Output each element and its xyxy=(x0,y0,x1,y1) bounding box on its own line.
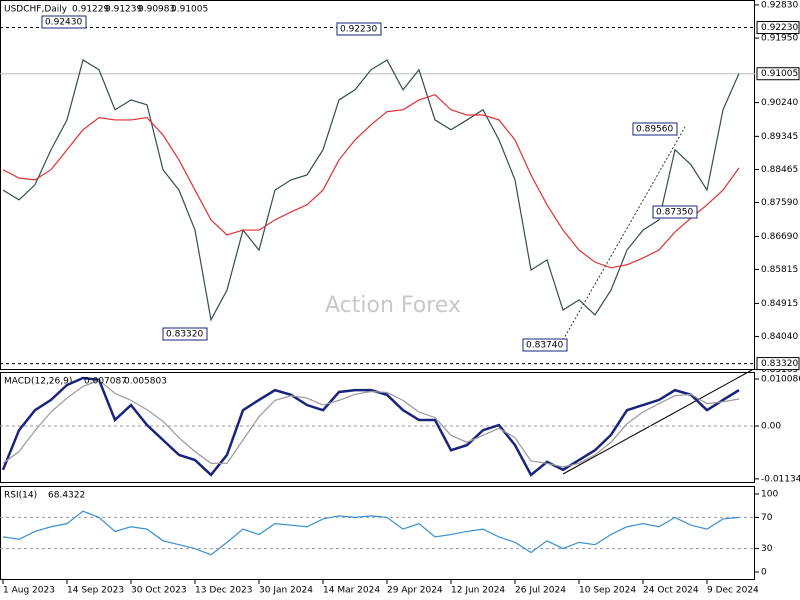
ohlc-value: 0.91005 xyxy=(171,5,208,15)
y-tick-label: 0.91950 xyxy=(761,34,798,44)
ohlc-value: 0.91229 xyxy=(72,5,109,15)
rsi-title: RSI(14) xyxy=(4,491,37,501)
annotation-label: 0.92430 xyxy=(45,18,82,28)
ohlc-value: 0.91239 xyxy=(105,5,142,15)
x-tick-label: 26 Jul 2024 xyxy=(515,586,566,596)
watermark: Action Forex xyxy=(325,293,461,318)
x-tick-label: 29 Apr 2024 xyxy=(387,586,443,596)
x-tick-label: 13 Dec 2023 xyxy=(195,586,253,596)
last-price-label: 0.91005 xyxy=(761,69,798,79)
y-tick-label: 0.87590 xyxy=(761,198,798,208)
annotation-box xyxy=(632,122,678,136)
level-box xyxy=(756,357,800,371)
annotation-box xyxy=(162,327,208,341)
y-tick-label: 0.010086 xyxy=(761,375,800,385)
annotation-box xyxy=(336,22,382,36)
series-line xyxy=(2,93,740,269)
header-value: 0.005803 xyxy=(124,377,167,387)
x-tick-label: 12 Jun 2024 xyxy=(451,586,505,596)
x-tick-label: 9 Dec 2024 xyxy=(707,586,759,596)
y-tick-label: 0.90240 xyxy=(761,98,798,108)
header-value: 0.007087 xyxy=(84,377,127,387)
rsi-panel xyxy=(0,486,755,580)
y-tick-label: 0.89345 xyxy=(761,132,798,142)
header-value: 68.4322 xyxy=(48,491,85,501)
annotation-label: 0.83740 xyxy=(526,341,563,351)
y-tick-label: 0.85815 xyxy=(761,265,798,275)
y-tick-label: 70 xyxy=(761,513,773,523)
series-line xyxy=(2,59,740,322)
ohlc-value: 0.90983 xyxy=(138,5,175,15)
annotation-label: 0.89560 xyxy=(636,125,673,135)
y-tick-label: 0.84040 xyxy=(761,332,798,342)
annotation-label: 0.92230 xyxy=(340,25,377,35)
x-tick-label: 14 Sep 2023 xyxy=(67,586,124,596)
y-tick-label: 0.88465 xyxy=(761,165,798,175)
price-title: USDCHF,Daily xyxy=(4,5,68,15)
price-panel xyxy=(0,0,755,370)
x-tick-label: 14 Mar 2024 xyxy=(323,586,380,596)
x-tick-label: 24 Oct 2024 xyxy=(643,586,699,596)
annotation-box xyxy=(652,205,698,219)
annotation-label: 0.83320 xyxy=(166,330,203,340)
macd-title: MACD(12,26,9) xyxy=(4,377,72,387)
series-line xyxy=(2,510,740,556)
y-tick-label: 0 xyxy=(761,567,767,577)
y-tick-label: 0.92830 xyxy=(761,0,798,10)
level-box xyxy=(756,21,800,35)
x-tick-label: 10 Sep 2024 xyxy=(579,586,636,596)
y-tick-label: 0.86690 xyxy=(761,232,798,242)
macd-panel xyxy=(0,372,755,483)
y-tick-label: -0.011342 xyxy=(761,474,800,484)
x-tick-label: 30 Jan 2024 xyxy=(259,586,313,596)
x-tick-label: 30 Oct 2023 xyxy=(131,586,187,596)
y-tick-label: 0.00 xyxy=(761,422,781,432)
last-price-box xyxy=(756,67,800,81)
level-label: 0.83320 xyxy=(761,359,798,369)
x-tick-label: 1 Aug 2023 xyxy=(3,586,55,596)
y-tick-label: 0.84915 xyxy=(761,299,798,309)
macd-trend-line xyxy=(562,369,753,475)
level-label: 0.92230 xyxy=(761,23,798,33)
annotation-label: 0.87350 xyxy=(656,208,693,218)
series-line xyxy=(1,376,740,477)
y-tick-label: 100 xyxy=(761,490,778,500)
annotation-box xyxy=(522,338,568,352)
y-tick-label: 30 xyxy=(761,544,773,554)
annotation-box xyxy=(41,15,87,29)
series-line xyxy=(2,379,740,468)
